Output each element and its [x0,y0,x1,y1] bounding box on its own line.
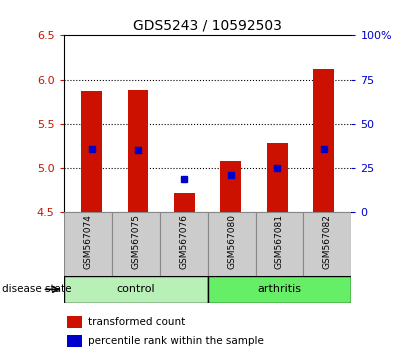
Text: disease state: disease state [2,284,72,295]
Text: GSM567076: GSM567076 [179,214,188,269]
Text: transformed count: transformed count [88,317,185,327]
Bar [64,212,112,276]
Bar [267,143,288,212]
Text: GSM567074: GSM567074 [83,214,92,269]
Text: arthritis: arthritis [257,284,302,295]
Bar [303,212,351,276]
Bar [256,212,303,276]
Bar [313,69,334,212]
Text: GSM567080: GSM567080 [227,214,236,269]
Text: GSM567075: GSM567075 [131,214,140,269]
Text: control: control [116,284,155,295]
Bar [174,193,195,212]
Text: GSM567081: GSM567081 [275,214,284,269]
Bar [127,90,148,212]
Text: GSM567082: GSM567082 [323,214,332,269]
Bar [220,161,241,212]
Bar [159,212,208,276]
Bar [81,91,102,212]
Bar [67,316,82,328]
Bar [208,276,351,303]
Bar [67,335,82,347]
Bar [208,212,256,276]
Text: percentile rank within the sample: percentile rank within the sample [88,336,264,346]
Title: GDS5243 / 10592503: GDS5243 / 10592503 [133,19,282,33]
Bar [112,212,159,276]
Bar [64,276,208,303]
